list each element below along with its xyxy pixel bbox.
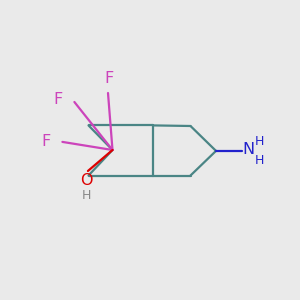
Text: H: H xyxy=(255,135,264,148)
Text: O: O xyxy=(80,173,93,188)
Text: F: F xyxy=(42,134,51,149)
Text: F: F xyxy=(54,92,63,106)
Text: F: F xyxy=(104,71,113,86)
Text: H: H xyxy=(255,154,264,167)
Text: N: N xyxy=(242,142,254,158)
Text: H: H xyxy=(82,189,91,202)
